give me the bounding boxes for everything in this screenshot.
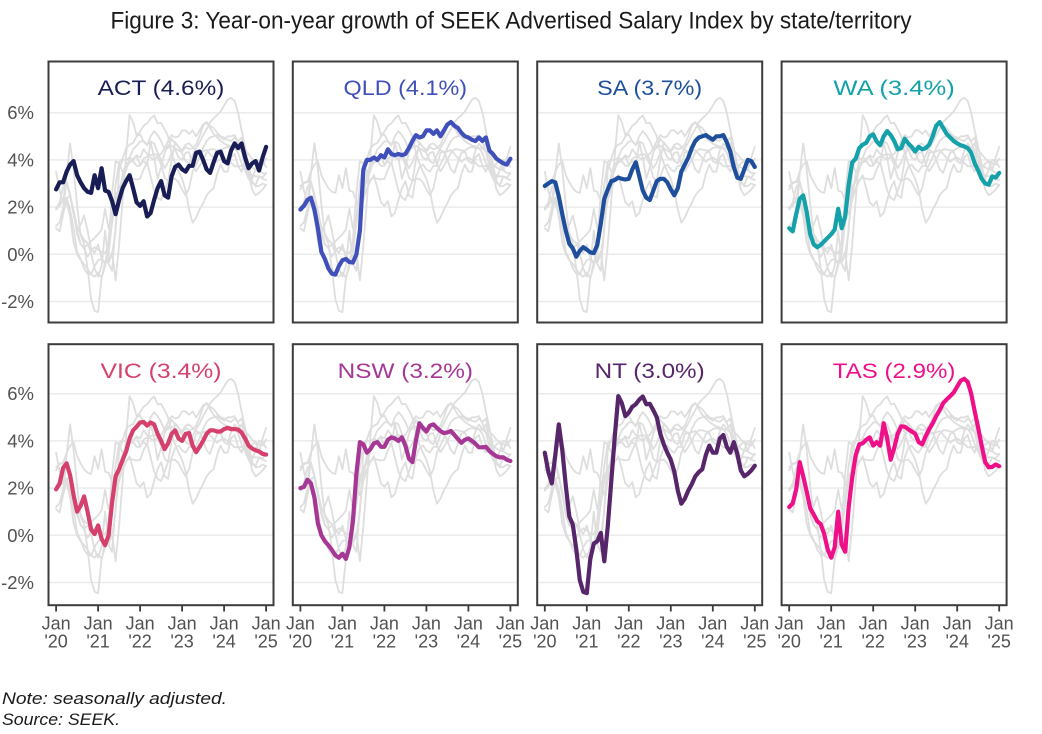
svg-text:Jan: Jan xyxy=(530,614,559,634)
svg-text:'23: '23 xyxy=(415,632,438,652)
svg-text:2%: 2% xyxy=(7,197,34,218)
svg-text:Jan: Jan xyxy=(698,614,727,634)
svg-text:'24: '24 xyxy=(701,632,724,652)
svg-text:'22: '22 xyxy=(128,632,151,652)
svg-text:'20: '20 xyxy=(777,632,800,652)
svg-text:'25: '25 xyxy=(254,632,277,652)
svg-text:'23: '23 xyxy=(903,632,926,652)
svg-text:Jan: Jan xyxy=(985,614,1014,634)
svg-text:'21: '21 xyxy=(575,632,598,652)
svg-text:'21: '21 xyxy=(819,632,842,652)
svg-text:Jan: Jan xyxy=(168,614,197,634)
svg-text:0%: 0% xyxy=(7,525,34,546)
svg-text:0%: 0% xyxy=(7,244,34,265)
svg-text:Jan: Jan xyxy=(84,614,113,634)
svg-text:Jan: Jan xyxy=(286,614,315,634)
svg-text:QLD (4.1%): QLD (4.1%) xyxy=(344,77,468,100)
svg-text:Jan: Jan xyxy=(454,614,483,634)
svg-text:Jan: Jan xyxy=(210,614,239,634)
svg-text:'22: '22 xyxy=(617,632,640,652)
svg-text:Jan: Jan xyxy=(859,614,888,634)
svg-text:Note: seasonally adjusted.: Note: seasonally adjusted. xyxy=(2,689,227,708)
svg-text:'21: '21 xyxy=(86,632,109,652)
svg-text:4%: 4% xyxy=(7,430,34,451)
svg-text:'24: '24 xyxy=(212,632,235,652)
svg-text:Jan: Jan xyxy=(42,614,71,634)
svg-text:4%: 4% xyxy=(7,149,34,170)
svg-text:'23: '23 xyxy=(659,632,682,652)
svg-text:TAS (2.9%): TAS (2.9%) xyxy=(833,360,956,383)
svg-text:-2%: -2% xyxy=(1,291,34,312)
svg-text:Jan: Jan xyxy=(126,614,155,634)
svg-text:6%: 6% xyxy=(7,102,34,123)
svg-text:Source: SEEK.: Source: SEEK. xyxy=(2,710,120,729)
svg-text:Jan: Jan xyxy=(740,614,769,634)
svg-text:'20: '20 xyxy=(289,632,312,652)
svg-text:Jan: Jan xyxy=(943,614,972,634)
svg-text:Jan: Jan xyxy=(412,614,441,634)
svg-text:'24: '24 xyxy=(945,632,968,652)
svg-text:Jan: Jan xyxy=(252,614,281,634)
svg-text:'23: '23 xyxy=(170,632,193,652)
svg-text:Jan: Jan xyxy=(656,614,685,634)
svg-text:-2%: -2% xyxy=(1,572,34,593)
svg-text:VIC (3.4%): VIC (3.4%) xyxy=(101,360,222,383)
svg-text:'22: '22 xyxy=(861,632,884,652)
svg-text:Jan: Jan xyxy=(901,614,930,634)
svg-text:6%: 6% xyxy=(7,383,34,404)
svg-text:ACT (4.6%): ACT (4.6%) xyxy=(98,77,225,100)
svg-text:'20: '20 xyxy=(44,632,67,652)
svg-text:'20: '20 xyxy=(533,632,556,652)
svg-text:NT (3.0%): NT (3.0%) xyxy=(595,360,705,383)
svg-text:'25: '25 xyxy=(499,632,522,652)
svg-text:SA (3.7%): SA (3.7%) xyxy=(597,77,702,100)
svg-text:2%: 2% xyxy=(7,478,34,499)
svg-text:Jan: Jan xyxy=(817,614,846,634)
svg-text:'24: '24 xyxy=(457,632,480,652)
svg-text:'25: '25 xyxy=(743,632,766,652)
svg-text:Jan: Jan xyxy=(775,614,804,634)
svg-text:Figure 3: Year-on-year growth: Figure 3: Year-on-year growth of SEEK Ad… xyxy=(111,8,912,35)
svg-text:NSW (3.2%): NSW (3.2%) xyxy=(338,360,473,383)
svg-text:'21: '21 xyxy=(331,632,354,652)
svg-text:WA (3.4%): WA (3.4%) xyxy=(833,77,954,100)
svg-text:'25: '25 xyxy=(987,632,1010,652)
svg-text:Jan: Jan xyxy=(614,614,643,634)
svg-text:Jan: Jan xyxy=(572,614,601,634)
svg-text:Jan: Jan xyxy=(328,614,357,634)
svg-text:'22: '22 xyxy=(373,632,396,652)
svg-text:Jan: Jan xyxy=(370,614,399,634)
svg-text:Jan: Jan xyxy=(496,614,525,634)
